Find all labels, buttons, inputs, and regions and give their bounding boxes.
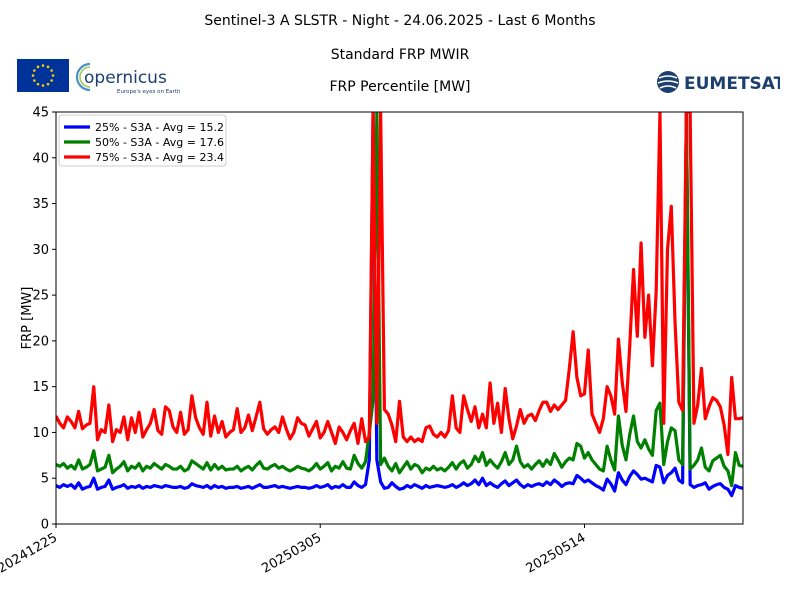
y-tick-label: 15	[32, 380, 49, 395]
chart-title-line1: Sentinel-3 A SLSTR - Night - 24.06.2025 …	[204, 13, 596, 29]
plot-frame	[55, 111, 744, 525]
eu-star-icon	[41, 84, 45, 87]
chart-title-line2: Standard FRP MWIR	[330, 47, 470, 63]
chart-title-line3: FRP Percentile [MW]	[329, 79, 471, 95]
copernicus-wordmark: opernicus	[84, 68, 167, 88]
y-tick-label: 5	[41, 472, 49, 487]
eumetsat-logo: EUMETSAT	[657, 71, 780, 94]
copernicus-logo: opernicus Europe's eyes on Earth	[75, 62, 181, 95]
eumetsat-wordmark: EUMETSAT	[684, 74, 780, 94]
x-tick-label: 20241225	[0, 530, 60, 576]
eu-star-icon	[33, 79, 36, 82]
series-line-1	[56, 112, 743, 488]
legend: 25% - S3A - Avg = 15.2 50% - S3A - Avg = …	[58, 114, 227, 167]
eu-star-icon	[46, 65, 50, 69]
eu-flag-icon	[17, 59, 69, 92]
y-tick-label: 40	[32, 151, 49, 166]
y-tick-label: 20	[32, 334, 49, 349]
eu-star-icon	[31, 74, 35, 77]
series-line-2	[56, 112, 743, 457]
legend-entry-1: 50% - S3A - Avg = 17.6	[95, 136, 224, 149]
x-tick-label: 20250514	[524, 530, 589, 576]
legend-box	[58, 114, 227, 167]
x-tick-label: 20250305	[259, 530, 324, 576]
y-tick-label: 30	[32, 243, 49, 258]
eu-star-icon	[36, 82, 40, 86]
y-axis-label: FRP [MW]	[20, 287, 35, 350]
eu-star-icon	[36, 65, 40, 69]
eu-star-icon	[50, 79, 53, 82]
eu-star-icon	[33, 69, 36, 72]
y-tick-label: 0	[41, 518, 49, 533]
legend-entry-2: 75% - S3A - Avg = 23.4	[95, 151, 224, 164]
series-line-0	[56, 112, 743, 498]
eu-star-icon	[50, 69, 53, 72]
y-tick-label: 35	[32, 197, 49, 212]
y-tick-label: 10	[32, 426, 49, 441]
legend-entry-0: 25% - S3A - Avg = 15.2	[95, 121, 224, 134]
eu-star-icon	[46, 82, 50, 86]
y-tick-label: 45	[32, 106, 49, 121]
eu-star-icon	[41, 64, 45, 67]
y-tick-label: 25	[32, 289, 49, 304]
copernicus-tagline: Europe's eyes on Earth	[117, 89, 181, 95]
eu-star-icon	[51, 74, 55, 77]
